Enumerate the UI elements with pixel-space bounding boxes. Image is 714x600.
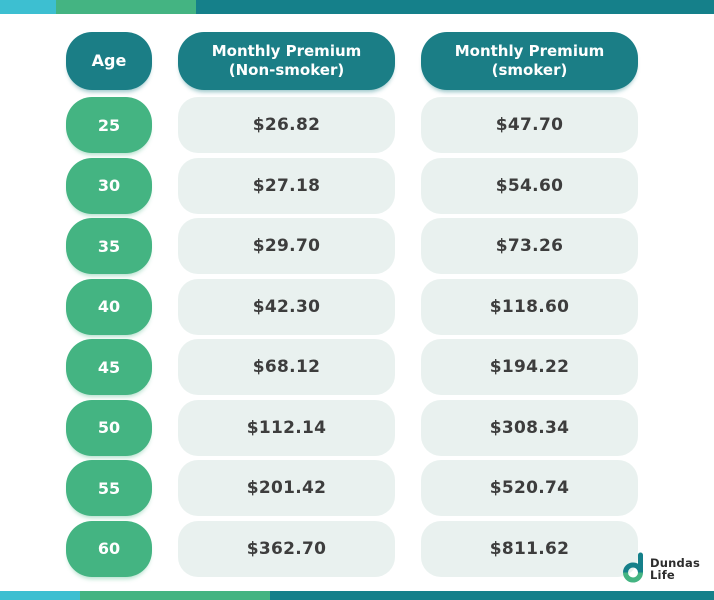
nonsmoker-cell: $362.70 — [178, 520, 395, 577]
smoker-cell: $47.70 — [421, 97, 638, 153]
nonsmoker-cell: $26.82 — [178, 97, 395, 153]
bottom-accent-bar — [0, 591, 714, 600]
age-cell: 45 — [66, 339, 152, 395]
logo-line-1: Dundas — [650, 555, 700, 570]
header-age: Age — [66, 32, 152, 90]
smoker-cell: $194.22 — [421, 339, 638, 395]
age-cell: 25 — [66, 97, 152, 153]
premium-table: Age Monthly Premium (Non-smoker) Monthly… — [0, 14, 714, 577]
age-cell: 35 — [66, 218, 152, 274]
table-row: 35 $29.70 $73.26 — [66, 218, 714, 274]
top-bar-cyan-segment — [0, 0, 56, 14]
table-row: 45 $68.12 $194.22 — [66, 339, 714, 395]
smoker-cell: $118.60 — [421, 278, 638, 335]
bottom-bar-teal-segment — [270, 591, 714, 600]
table-header-row: Age Monthly Premium (Non-smoker) Monthly… — [66, 32, 714, 90]
nonsmoker-cell: $27.18 — [178, 157, 395, 214]
dundas-life-logo-text: Dundas Life — [650, 555, 700, 582]
top-bar-teal-segment — [196, 0, 714, 14]
smoker-cell: $520.74 — [421, 460, 638, 516]
nonsmoker-cell: $42.30 — [178, 278, 395, 335]
nonsmoker-cell: $29.70 — [178, 218, 395, 274]
smoker-cell: $73.26 — [421, 218, 638, 274]
table-row: 40 $42.30 $118.60 — [66, 278, 714, 335]
dundas-life-logo: Dundas Life — [621, 552, 700, 587]
age-cell: 55 — [66, 460, 152, 516]
logo-line-2: Life — [650, 567, 675, 582]
nonsmoker-cell: $201.42 — [178, 460, 395, 516]
header-smoker: Monthly Premium (smoker) — [421, 32, 638, 90]
table-row: 50 $112.14 $308.34 — [66, 399, 714, 456]
smoker-cell: $54.60 — [421, 157, 638, 214]
table-row: 55 $201.42 $520.74 — [66, 460, 714, 516]
nonsmoker-cell: $68.12 — [178, 339, 395, 395]
top-bar-green-segment — [56, 0, 196, 14]
table-row: 25 $26.82 $47.70 — [66, 97, 714, 153]
nonsmoker-cell: $112.14 — [178, 399, 395, 456]
smoker-cell: $811.62 — [421, 520, 638, 577]
age-cell: 60 — [66, 520, 152, 577]
top-accent-bar — [0, 0, 714, 14]
smoker-cell: $308.34 — [421, 399, 638, 456]
age-cell: 40 — [66, 278, 152, 335]
age-cell: 50 — [66, 399, 152, 456]
header-nonsmoker: Monthly Premium (Non-smoker) — [178, 32, 395, 90]
table-row: 30 $27.18 $54.60 — [66, 157, 714, 214]
age-cell: 30 — [66, 157, 152, 214]
bottom-bar-cyan-segment — [0, 591, 80, 600]
bottom-bar-green-segment — [80, 591, 270, 600]
table-row: 60 $362.70 $811.62 — [66, 520, 714, 577]
dundas-life-logo-icon — [621, 552, 645, 587]
